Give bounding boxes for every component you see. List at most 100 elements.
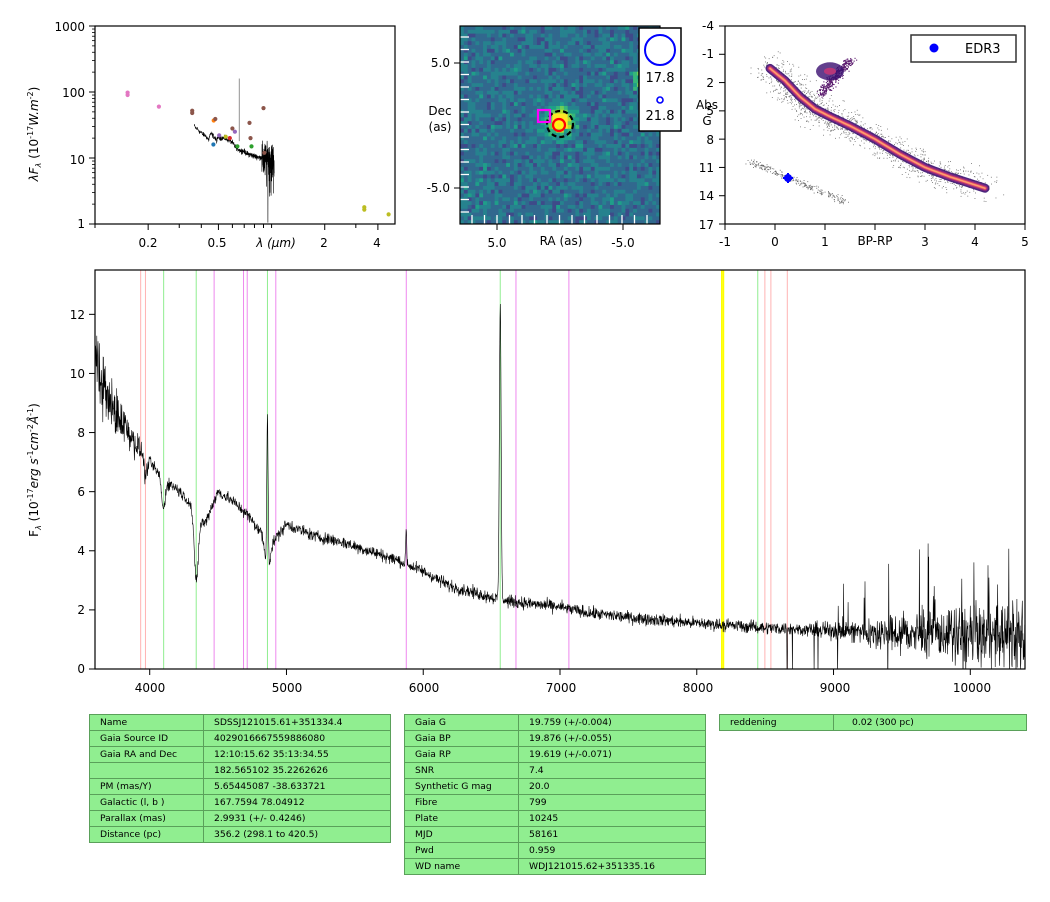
image-pixel [617,56,622,61]
image-pixel [463,166,469,172]
image-pixel [556,105,561,111]
image-pixel [556,201,561,206]
hr-field-dot [777,80,779,82]
image-pixel [513,79,519,84]
image-pixel [567,185,572,191]
image-pixel [467,52,472,57]
image-pixel [533,45,538,50]
image-pixel [613,41,619,46]
image-pixel [575,56,580,61]
image-pixel [490,26,496,31]
image-pixel [529,90,534,95]
image-pixel [567,75,572,80]
image-pixel [617,189,622,194]
image-pixel [625,109,630,114]
image-pixel [621,132,626,137]
image-pixel [617,151,622,156]
image-pixel [579,113,584,118]
image-pixel [602,33,607,38]
image-pixel [567,193,572,198]
image-pixel [586,109,592,114]
image-pixel [467,144,472,149]
image-pixel [613,98,619,103]
image-pixel [575,26,580,31]
hr-field-dot [766,76,768,77]
image-pixel [498,45,503,50]
image-pixel [494,174,499,179]
image-pixel [467,193,472,198]
hr-field-dot [893,165,895,166]
image-pixel [579,102,584,107]
image-pixel [506,75,511,80]
hr-field-dot [898,139,899,141]
image-pixel [510,75,515,80]
image-pixel [486,113,492,118]
image-pixel [483,155,488,160]
image-pixel [575,132,580,137]
hr-field-dot [819,98,821,100]
hr-wd-dot [837,198,839,200]
hr-field-dot [944,182,946,184]
spectrum-ticks [89,313,971,675]
image-pixel [486,94,492,99]
image-pixel [563,136,569,141]
hr-field-dot [823,104,825,106]
image-pixel [629,197,634,202]
image-pixel [625,163,630,168]
image-pixel [544,29,549,35]
image-pixel [460,94,465,99]
hr-giant-dot [830,85,832,87]
image-pixel [525,216,530,221]
image-pixel [540,208,546,213]
image-pixel [594,102,599,107]
hr-field-dot [810,95,812,97]
image-pixel [567,94,572,99]
hr-field-dot [908,149,909,151]
hr-field-dot [973,173,974,174]
hr-wd-dot [819,192,821,194]
image-pixel [483,37,488,42]
image-pixel [536,29,542,35]
image-pixel [533,64,538,69]
image-pixel [536,140,542,145]
image-pixel [540,109,546,114]
image-pixel [483,185,488,191]
image-pixel [536,33,542,38]
image-pixel [575,125,580,130]
image-pixel [525,48,530,54]
image-pixel [513,212,519,217]
image-pixel [540,64,546,69]
image-pixel [471,33,476,38]
image-pixel [490,216,496,221]
image-pixel [490,86,496,92]
photometry-row: MJD 58161 [404,826,706,843]
image-pixel [567,216,572,221]
image-pixel [483,56,488,61]
image-pixel [460,201,465,206]
image-pixel [633,94,638,99]
image-pixel [579,204,584,210]
image-pixel [502,151,507,156]
hr-field-dot [956,169,957,171]
image-pixel [586,128,592,134]
image-pixel [579,109,584,114]
hr-giant-dot [821,93,823,95]
hr-field-dot [761,69,763,71]
image-pixel [506,64,511,69]
hr-giant-dot [818,94,820,96]
image-pixel [521,216,526,221]
hr-field-dot [831,129,833,131]
image-pixel [602,136,607,141]
image-pixel [525,41,530,46]
image-pixel [544,185,549,191]
image-pixel [579,197,584,202]
image-pixel [494,26,499,31]
hr-wd-dot [820,194,822,196]
hr-ylabel-line1: Abs [696,98,718,112]
image-pixel [517,83,522,88]
image-pixel [467,56,472,61]
image-pixel [517,56,522,61]
image-pixel [490,128,496,134]
image-pixel [513,117,519,122]
hr-panel: EDR3 -4 -1 2 5 8 11 14 17 -1 0 1 3 4 5 B… [696,19,1029,249]
